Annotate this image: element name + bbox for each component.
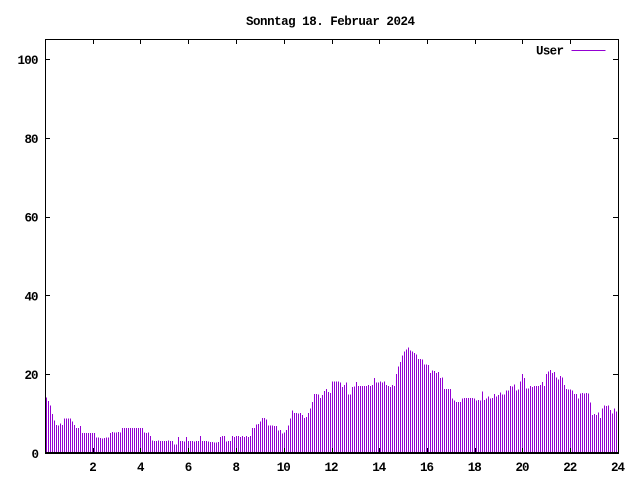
svg-text:14: 14 <box>372 461 386 475</box>
svg-text:100: 100 <box>18 54 39 68</box>
svg-text:20: 20 <box>25 369 39 383</box>
svg-text:4: 4 <box>137 461 145 475</box>
svg-text:10: 10 <box>277 461 291 475</box>
svg-text:6: 6 <box>185 461 193 475</box>
svg-text:2: 2 <box>89 461 97 475</box>
svg-text:8: 8 <box>233 461 241 475</box>
svg-text:User: User <box>536 45 564 59</box>
svg-text:18: 18 <box>468 461 482 475</box>
svg-text:22: 22 <box>563 461 577 475</box>
svg-text:60: 60 <box>25 212 39 226</box>
svg-text:0: 0 <box>32 448 40 462</box>
svg-text:20: 20 <box>516 461 530 475</box>
svg-text:80: 80 <box>25 133 39 147</box>
svg-text:40: 40 <box>25 290 39 304</box>
svg-text:Sonntag 18. Februar 2024: Sonntag 18. Februar 2024 <box>246 15 415 29</box>
svg-text:16: 16 <box>420 461 434 475</box>
svg-text:24: 24 <box>611 461 625 475</box>
svg-text:12: 12 <box>325 461 339 475</box>
